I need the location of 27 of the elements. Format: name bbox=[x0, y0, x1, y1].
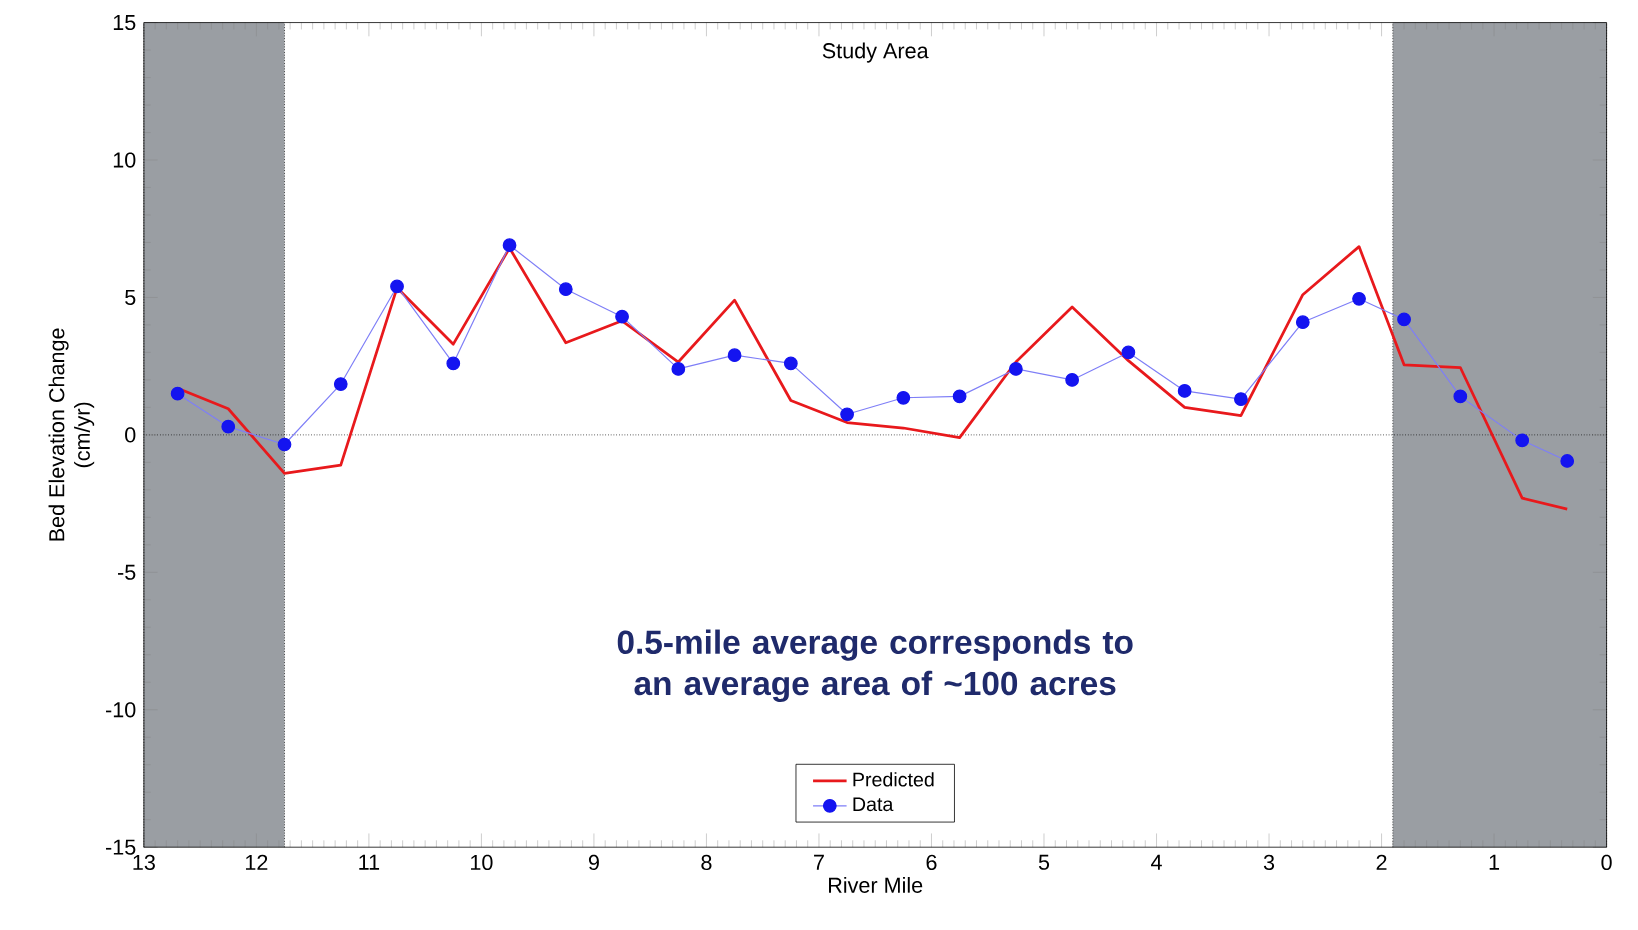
x-axis-title: River Mile bbox=[829, 877, 923, 894]
x-tick-label: 11 bbox=[359, 854, 380, 870]
x-tick-label: 3 bbox=[1263, 854, 1275, 871]
x-tick-label: 6 bbox=[926, 854, 937, 871]
y-tick-label: 15 bbox=[113, 15, 136, 31]
legend-label: Predicted bbox=[853, 772, 934, 787]
x-tick-label: 9 bbox=[588, 854, 599, 871]
x-tick-label: 8 bbox=[701, 854, 712, 871]
y-tick-label: -5 bbox=[118, 564, 136, 581]
x-tick-label: 0 bbox=[1601, 854, 1612, 871]
y-axis-title: Bed Elevation Change (cm/yr) bbox=[48, 328, 95, 541]
legend-label: Data bbox=[853, 797, 894, 812]
y-tick-label: 5 bbox=[125, 290, 136, 306]
x-tick-label: 12 bbox=[245, 854, 268, 871]
y-tick-label: -10 bbox=[106, 702, 136, 718]
x-tick-label: 10 bbox=[471, 854, 493, 871]
x-tick-label: 2 bbox=[1376, 854, 1387, 871]
annotation: 0.5-mile average corresponds to an average area of ~100 acres bbox=[617, 629, 1133, 703]
y-tick-label: -15 bbox=[106, 839, 136, 855]
x-tick-label: 4 bbox=[1151, 854, 1162, 870]
x-tick-label: 1 bbox=[1489, 854, 1500, 870]
x-tick-label: 13 bbox=[133, 854, 155, 871]
y-tick-label: 10 bbox=[113, 152, 136, 168]
x-tick-label: 5 bbox=[1038, 854, 1050, 871]
x-tick-label: 7 bbox=[814, 854, 824, 870]
y-tick-label: 0 bbox=[125, 427, 136, 443]
annotation: Study Area bbox=[822, 42, 929, 63]
